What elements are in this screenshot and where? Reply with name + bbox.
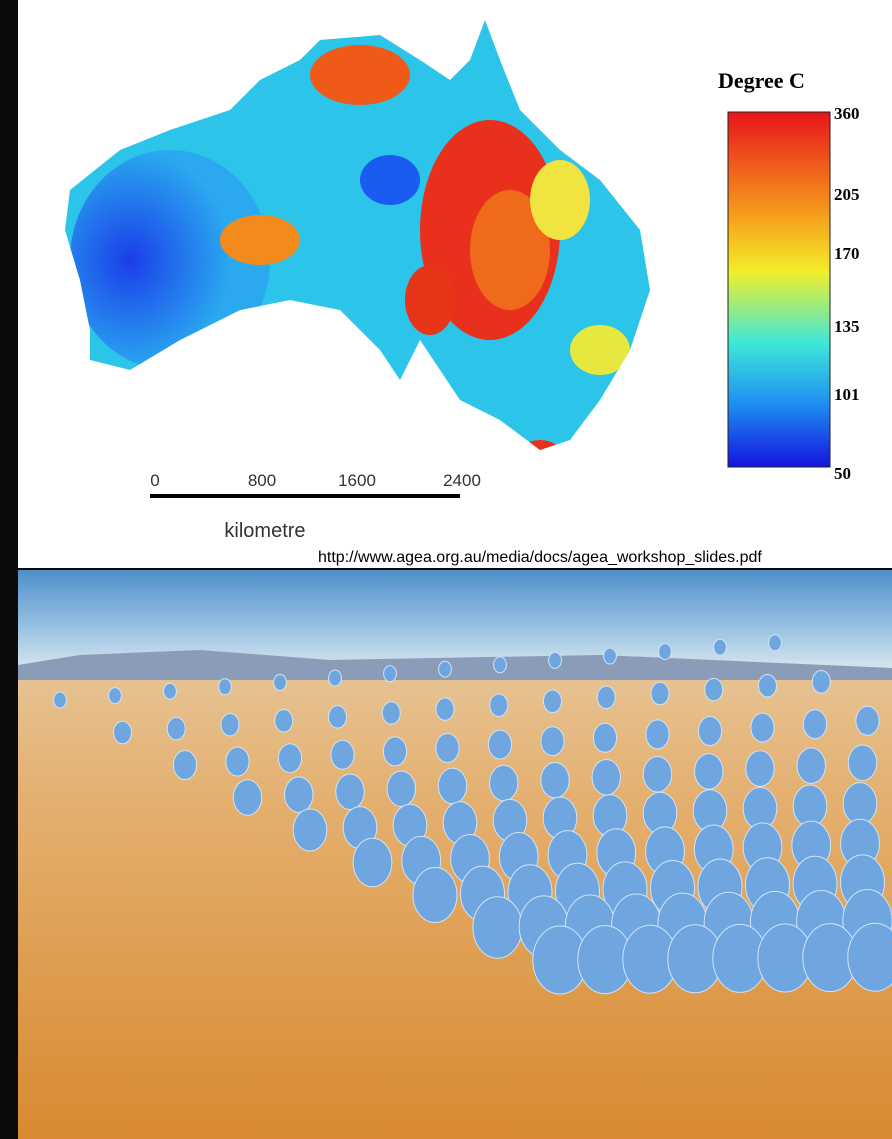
dish (592, 722, 618, 753)
dish (53, 691, 67, 709)
dish (603, 647, 617, 665)
dish (796, 747, 826, 784)
dish (435, 733, 460, 763)
dish (330, 739, 355, 770)
dish (412, 867, 458, 923)
dish (166, 716, 186, 741)
dish (292, 808, 328, 852)
legend-tick-label: 101 (834, 385, 860, 404)
dish (704, 677, 724, 702)
dish (713, 638, 727, 656)
dish (328, 669, 342, 687)
dish (768, 634, 782, 652)
dish (113, 720, 132, 745)
dish (745, 750, 775, 787)
dish (855, 705, 880, 736)
dish (172, 750, 198, 780)
dish (220, 712, 240, 737)
dish (802, 709, 828, 740)
dish (232, 779, 263, 816)
dish (218, 678, 232, 696)
dish (645, 719, 670, 750)
dish (472, 896, 523, 959)
scale-tick-label: 1600 (338, 471, 376, 490)
legend-tick-label: 135 (834, 317, 860, 336)
dish (540, 761, 570, 799)
legend-title: Degree C (718, 68, 805, 93)
scale-unit: kilometre (224, 520, 305, 542)
dish (284, 776, 314, 813)
dish (548, 651, 562, 669)
dish (352, 837, 393, 888)
scale-tick-label: 800 (248, 471, 276, 490)
dish (650, 681, 670, 706)
dish (382, 736, 408, 767)
dish (694, 753, 724, 790)
dish (328, 705, 347, 729)
color-bar (727, 111, 831, 468)
dish-field (53, 634, 892, 995)
dish (847, 744, 878, 781)
dish (811, 670, 831, 694)
legend-tick-label: 205 (834, 185, 860, 204)
dish (335, 773, 365, 810)
dish (758, 673, 777, 698)
dish (642, 756, 673, 793)
dish (487, 729, 513, 760)
dish (489, 764, 519, 802)
dish (435, 697, 455, 721)
dish (274, 709, 294, 733)
legend-tick-label: 170 (834, 244, 860, 263)
dish (493, 656, 507, 674)
dish (591, 758, 621, 796)
dish (658, 643, 672, 661)
dish (543, 689, 562, 714)
dish (163, 682, 177, 700)
dish (386, 770, 416, 808)
dish (108, 687, 122, 705)
dish (383, 665, 397, 683)
dish (437, 767, 468, 805)
dish (540, 726, 565, 757)
dish (697, 716, 723, 746)
dish (596, 685, 616, 710)
dish (842, 782, 878, 826)
dish (750, 712, 775, 743)
legend-tick-label: 360 (834, 104, 860, 123)
scale-tick-label: 2400 (443, 471, 481, 490)
dish (847, 922, 892, 992)
legend-tick-label: 50 (834, 464, 851, 483)
dish (489, 693, 509, 717)
dish (225, 746, 250, 777)
dish (273, 673, 287, 691)
source-url: http://www.agea.org.au/media/docs/agea_w… (318, 549, 762, 566)
scale-tick-label: 0 (150, 471, 159, 490)
dish (438, 660, 452, 678)
dish (277, 743, 303, 774)
dish (381, 701, 401, 725)
